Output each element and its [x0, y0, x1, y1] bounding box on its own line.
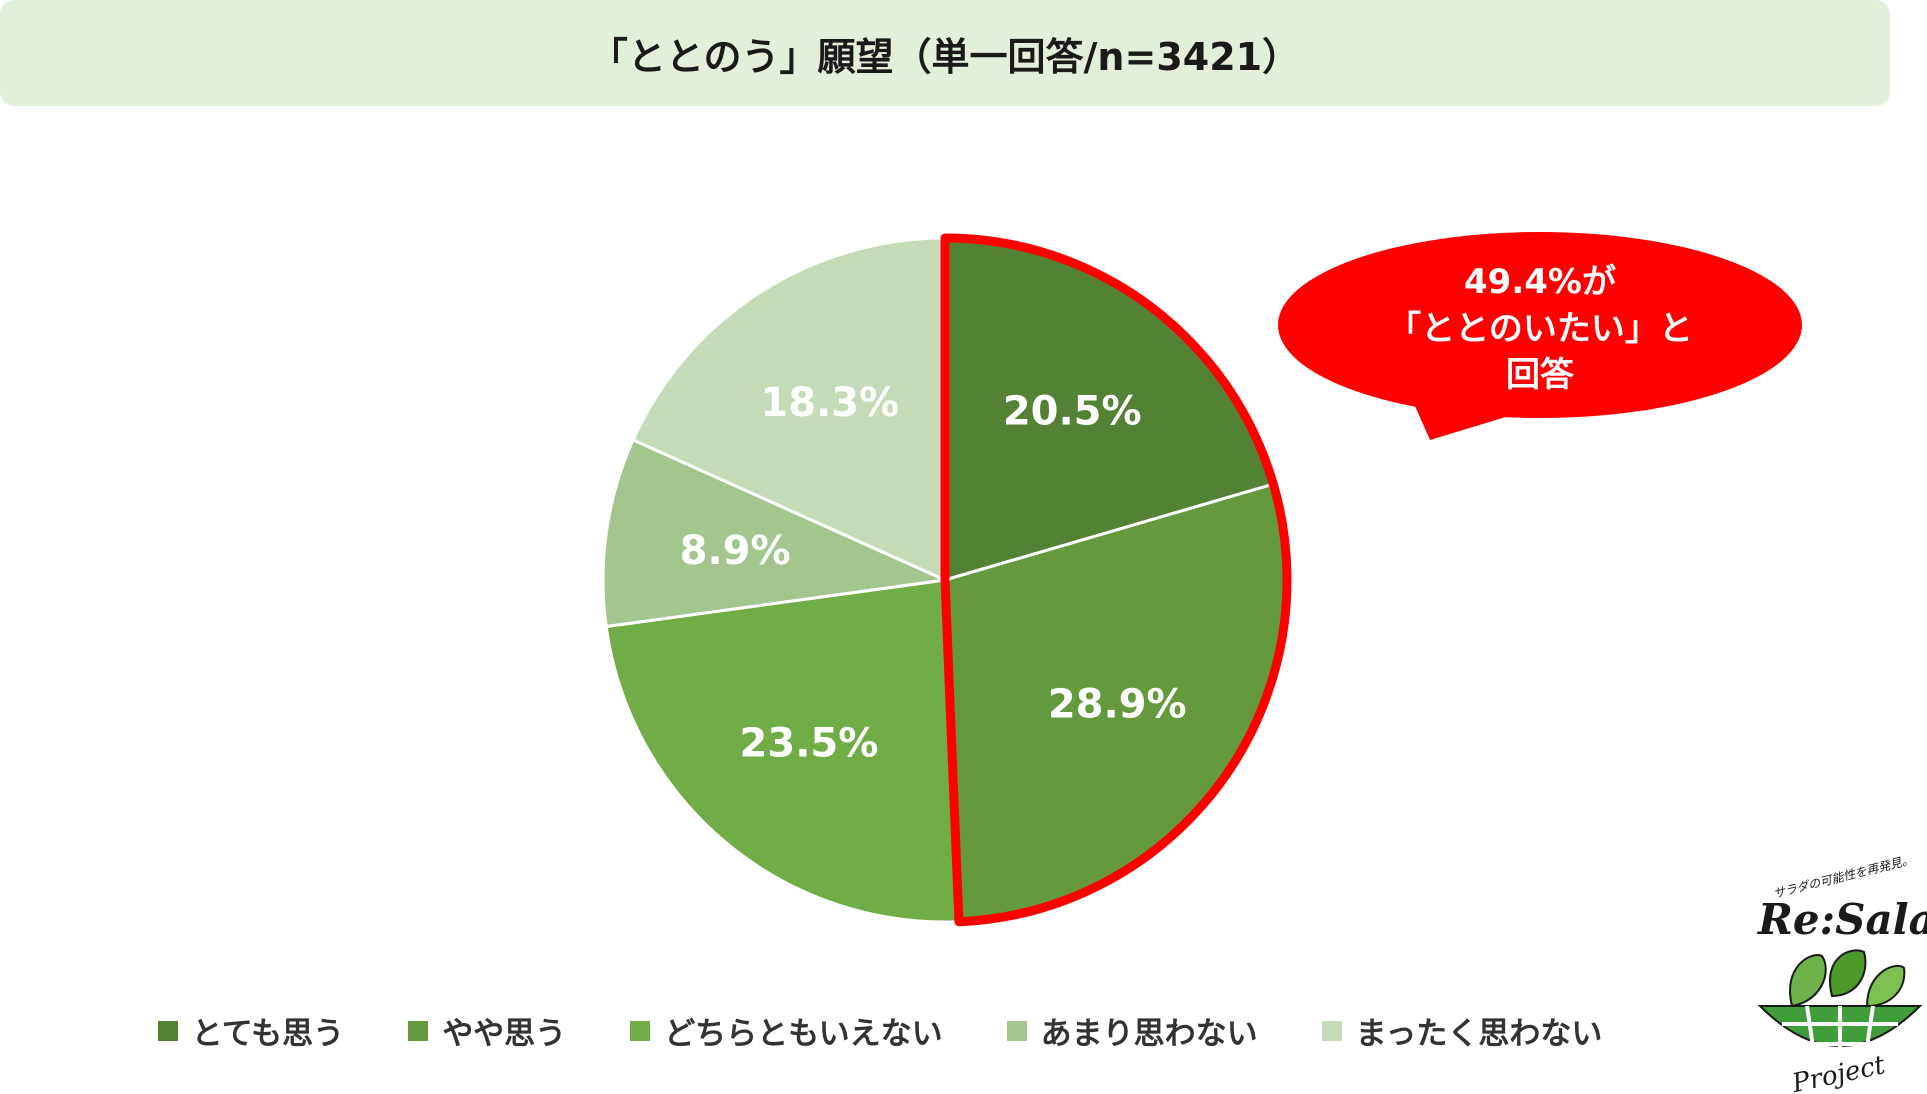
callout-bubble: 49.4%が 「ととのいたい」と 回答 — [1278, 232, 1802, 440]
legend: とても思う やや思う どちらともいえない あまり思わない まったく思わない — [0, 1008, 1760, 1053]
legend-label: どちらともいえない — [664, 1016, 943, 1052]
bowl-icon — [1757, 1005, 1923, 1061]
pie-label-1: 20.5% — [1003, 388, 1142, 434]
title-bar: 「ととのう」願望（単一回答/n=3421） — [0, 0, 1890, 106]
pie-labels: 20.5% 28.9% 23.5% 8.9% 18.3% — [680, 380, 1187, 767]
pie-label-4: 8.9% — [680, 528, 791, 574]
pie-slices — [601, 236, 1289, 924]
legend-label: やや思う — [442, 1016, 567, 1052]
callout-line2: 「ととのいたい」と — [1387, 309, 1693, 349]
pie-label-5: 18.3% — [760, 380, 899, 426]
legend-item-3: どちらともいえない — [630, 1008, 943, 1053]
legend-label: とても思う — [191, 1016, 345, 1052]
legend-label: まったく思わない — [1355, 1016, 1603, 1052]
leaf-icon — [1789, 949, 1906, 1008]
legend-item-1: とても思う — [157, 1008, 345, 1053]
legend-swatch — [1321, 1020, 1342, 1041]
legend-swatch — [1006, 1020, 1027, 1041]
pie-label-3: 23.5% — [740, 721, 879, 767]
pie-slice-5 — [631, 236, 947, 583]
chart-title: 「ととのう」願望（単一回答/n=3421） — [589, 34, 1301, 79]
callout-tail — [1408, 390, 1545, 440]
legend-label: あまり思わない — [1040, 1016, 1258, 1052]
highlight-outline — [940, 233, 1292, 927]
legend-item-2: やや思う — [408, 1008, 566, 1053]
legend-swatch — [408, 1020, 429, 1041]
legend-swatch — [630, 1020, 651, 1041]
pie-slice-4 — [601, 437, 951, 629]
logo-name: Re:Salad — [1757, 895, 1927, 944]
callout-line1: 49.4%が — [1464, 262, 1616, 302]
legend-swatch — [157, 1020, 178, 1041]
callout-ellipse — [1278, 232, 1802, 418]
legend-item-4: あまり思わない — [1006, 1008, 1258, 1053]
pie-label-2: 28.9% — [1048, 682, 1187, 728]
callout-line3: 回答 — [1506, 355, 1575, 395]
re-salad-project-logo: サラダの可能性を再発見。 Re:Salad Project — [1757, 856, 1927, 1094]
pie-slice-3 — [604, 578, 961, 924]
legend-item-5: まったく思わない — [1321, 1008, 1603, 1053]
